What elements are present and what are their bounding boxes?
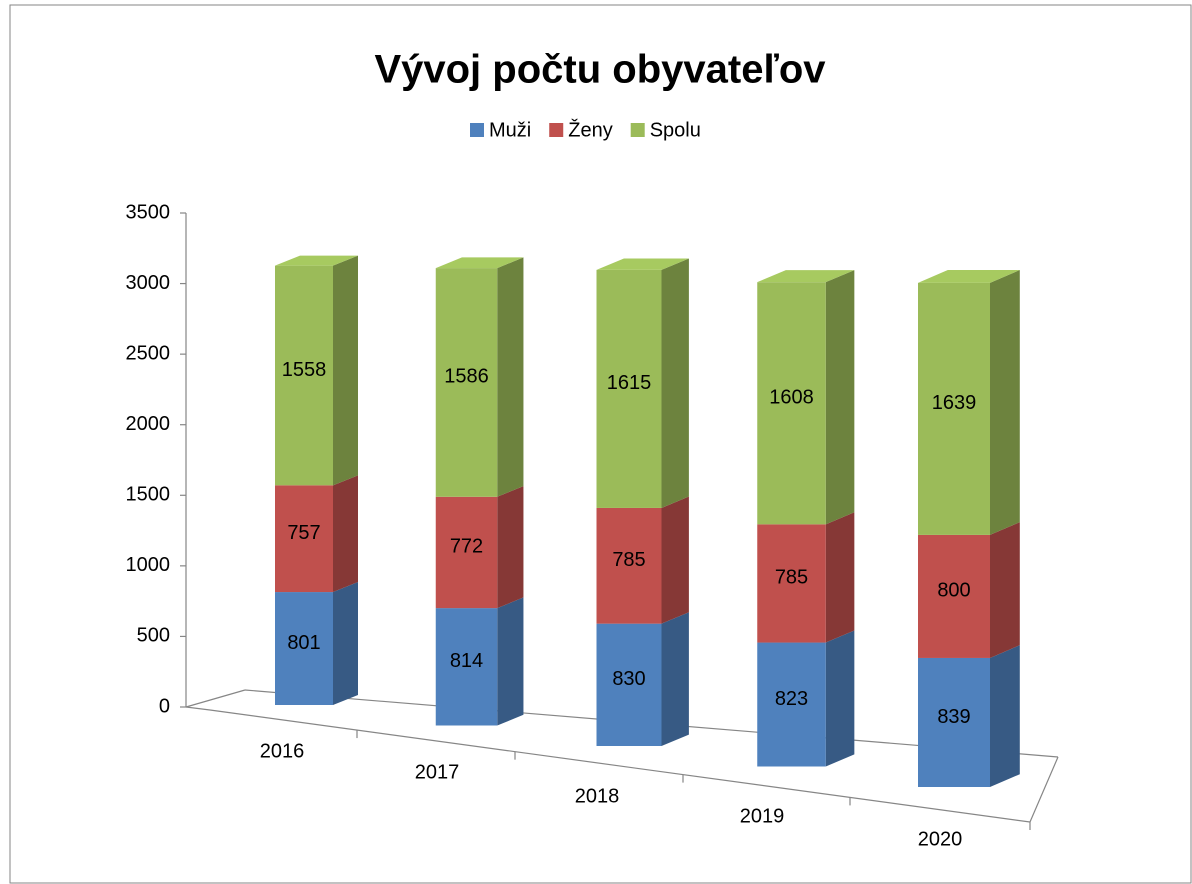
y-tick-label: 1000 <box>126 554 171 576</box>
legend-swatch <box>630 123 645 137</box>
legend-label: Muži <box>489 119 531 141</box>
bar-segment <box>918 522 1020 658</box>
bar-front <box>596 623 662 746</box>
bar-side <box>661 258 689 508</box>
bar-side <box>661 612 689 746</box>
bar-segment <box>918 645 1020 787</box>
bar-side <box>825 630 855 767</box>
bar-front <box>275 592 333 705</box>
data-label: 772 <box>450 536 483 558</box>
bar-segment <box>757 270 855 525</box>
x-tick-label: 2018 <box>575 785 620 807</box>
bar-side <box>333 582 358 705</box>
data-label: 1586 <box>444 366 489 388</box>
legend-swatch <box>470 123 484 137</box>
floor-edge <box>185 689 246 708</box>
data-label: 757 <box>287 522 320 544</box>
data-label: 1615 <box>607 372 652 394</box>
x-tick-label: 2016 <box>260 740 305 762</box>
bar-segment <box>435 257 524 497</box>
data-label: 800 <box>937 580 970 602</box>
x-tick-label: 2020 <box>918 828 963 850</box>
bar-segment <box>596 612 689 746</box>
bar-segment <box>275 255 358 486</box>
bar-segment <box>435 486 524 609</box>
bar-segment <box>596 258 689 508</box>
bar-segment <box>275 475 358 593</box>
bar-segment <box>596 496 689 624</box>
bar-front <box>596 269 662 508</box>
x-tick-label: 2017 <box>415 761 460 783</box>
bar-front <box>435 608 498 726</box>
data-label: 785 <box>775 567 808 589</box>
y-tick-label: 0 <box>159 695 170 717</box>
bar-segment <box>918 270 1020 535</box>
data-label: 785 <box>612 549 645 571</box>
bar-front <box>275 485 333 593</box>
bar-front <box>435 268 498 497</box>
bar-side <box>990 645 1020 787</box>
bar-side <box>661 496 689 624</box>
bar-segment <box>435 597 524 726</box>
bar-front <box>918 534 990 658</box>
legend-label: Ženy <box>568 118 612 141</box>
data-label: 839 <box>937 706 970 728</box>
y-tick-label: 2500 <box>126 342 171 364</box>
bar-top <box>918 270 1020 283</box>
bar-top <box>275 255 358 266</box>
floor-edge <box>185 706 211 711</box>
bar-side <box>333 255 358 486</box>
y-tick-label: 3000 <box>126 272 171 294</box>
floor-edge <box>209 709 1031 823</box>
floor-edge <box>1029 756 1059 823</box>
bar-side <box>825 270 855 525</box>
legend-label: Spolu <box>650 119 701 141</box>
bar-segment <box>757 512 855 643</box>
bar-front <box>757 524 826 643</box>
bar-side <box>825 512 855 643</box>
bar-side <box>497 257 524 497</box>
bar-top <box>596 258 689 270</box>
bar-front <box>918 282 990 535</box>
y-tick-label: 2000 <box>126 413 171 435</box>
bar-segment <box>275 582 358 705</box>
bar-front <box>596 507 662 624</box>
data-label: 1608 <box>769 387 814 409</box>
bar-front <box>435 496 498 609</box>
y-tick-label: 1500 <box>126 484 171 506</box>
bar-front <box>918 657 990 787</box>
data-label: 814 <box>450 650 483 672</box>
data-label: 1639 <box>932 392 977 414</box>
chart-title: Vývoj počtu obyvateľov <box>374 48 826 92</box>
bar-top <box>757 270 855 283</box>
bar-side <box>990 270 1020 535</box>
bar-front <box>757 642 826 767</box>
bar-top <box>435 257 524 269</box>
bar-side <box>990 522 1020 658</box>
data-label: 1558 <box>282 359 327 381</box>
bar-side <box>497 597 524 726</box>
data-label: 823 <box>775 688 808 710</box>
y-tick-label: 3500 <box>126 201 171 223</box>
data-label: 801 <box>287 632 320 654</box>
bar-front <box>757 282 826 525</box>
y-tick-label: 500 <box>137 625 170 647</box>
bar-side <box>333 475 358 593</box>
x-tick-label: 2019 <box>740 805 785 827</box>
bar-side <box>497 486 524 609</box>
legend-swatch <box>549 123 564 137</box>
data-label: 830 <box>612 668 645 690</box>
legend: Muži Ženy Spolu <box>470 118 701 141</box>
bar-segment <box>757 630 855 767</box>
bar-front <box>275 265 333 486</box>
